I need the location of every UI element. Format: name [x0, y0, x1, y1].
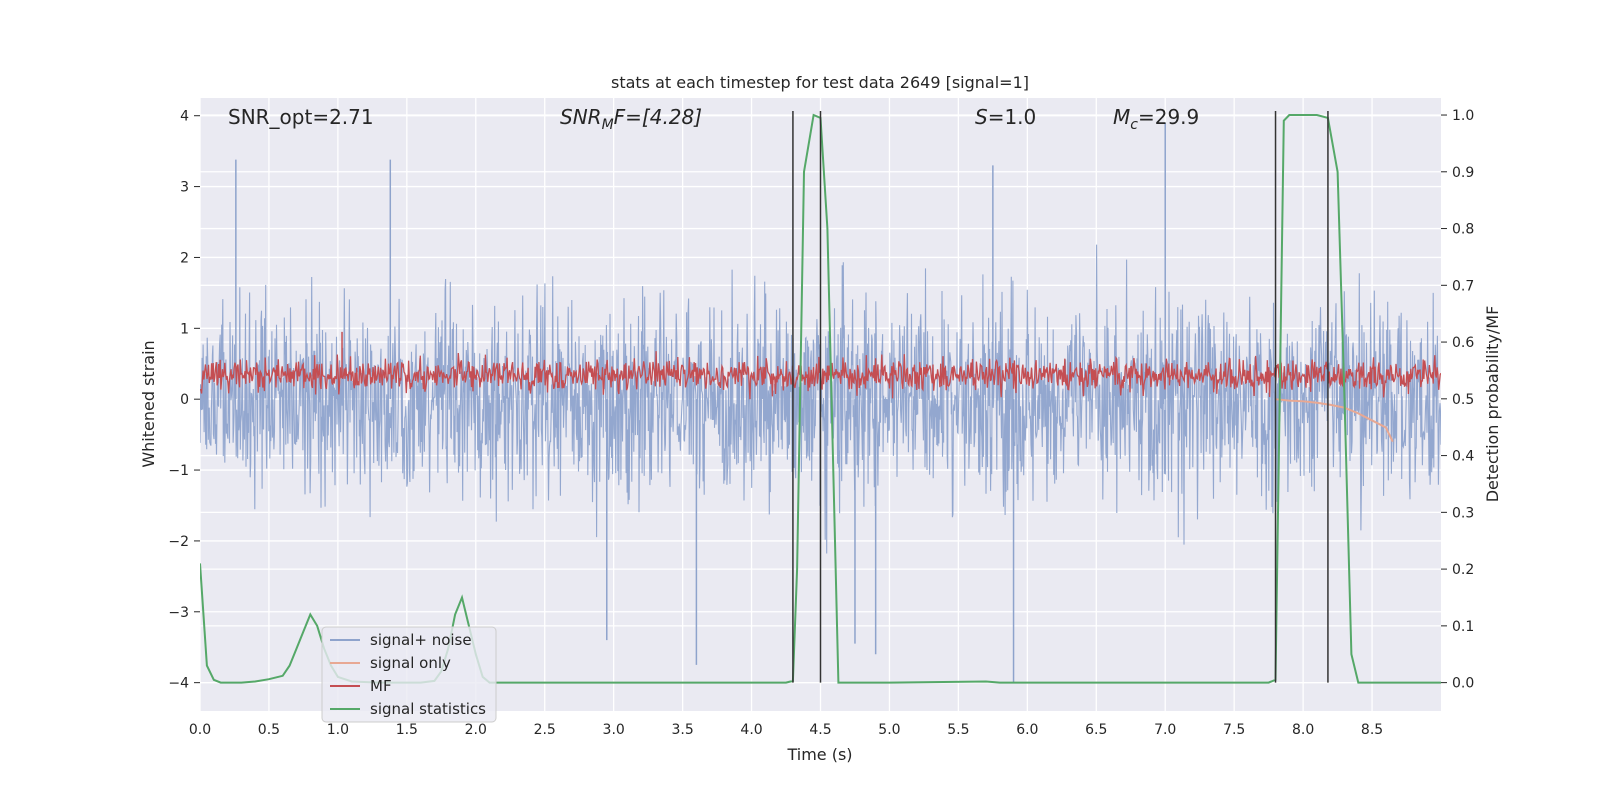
x-tick-label: 7.5 — [1223, 722, 1245, 738]
y-left-tick-label: 4 — [180, 109, 189, 125]
y-left-tick-label: −1 — [168, 463, 189, 479]
x-tick-label: 4.0 — [740, 722, 762, 738]
y-left-tick-label: −3 — [168, 605, 189, 621]
x-tick-label: 8.5 — [1361, 722, 1383, 738]
chart-title: stats at each timestep for test data 264… — [611, 73, 1029, 92]
x-tick-labels: 0.0 0.5 1.0 1.5 2.0 2.5 3.0 3.5 4.0 4.5 5.0 5.5 6.0 6… — [189, 722, 1383, 738]
y-right-tick-label: 0.3 — [1452, 505, 1474, 521]
x-tick-label: 1.0 — [327, 722, 349, 738]
x-tick-label: 7.0 — [1154, 722, 1176, 738]
y-right-tick-label: 0.1 — [1452, 619, 1474, 635]
y-left-tick-label: 3 — [180, 180, 189, 196]
series-signal-statistics — [200, 113, 1441, 684]
x-tick-label: 0.0 — [189, 722, 211, 738]
y-left-tick-label: −2 — [168, 534, 189, 550]
series-signal-only — [1275, 398, 1394, 443]
x-tick-label: 6.5 — [1085, 722, 1107, 738]
y-right-tick-label: 0.6 — [1452, 335, 1474, 351]
mc-annotation: Mc=29.9 — [1113, 105, 1199, 133]
x-tick-label: 3.5 — [671, 722, 693, 738]
legend: signal+ noise signal only MF signal stat… — [321, 626, 497, 723]
y-right-tick-label: 0.7 — [1452, 278, 1474, 294]
x-tick-label: 6.0 — [1016, 722, 1038, 738]
y-left-tick-labels: 4 3 2 1 0 −1 −2 −3 −4 — [168, 109, 200, 692]
x-axis-label: Time (s) — [786, 745, 852, 764]
x-tick-label: 2.0 — [465, 722, 487, 738]
y-left-tick-label: 1 — [180, 321, 189, 337]
y-left-axis-label: Whitened strain — [139, 340, 158, 467]
legend-label-mf: MF — [370, 677, 392, 695]
legend-label-signal-only: signal only — [370, 654, 451, 672]
x-tick-label: 0.5 — [258, 722, 280, 738]
x-tick-label: 4.5 — [809, 722, 831, 738]
y-right-tick-label: 0.8 — [1452, 222, 1474, 238]
x-tick-label: 5.0 — [878, 722, 900, 738]
y-right-tick-labels: 1.0 0.9 0.8 0.7 0.6 0.5 0.4 0.3 0.2 0.1 0.0 — [1441, 108, 1474, 692]
y-right-tick-label: 1.0 — [1452, 108, 1474, 124]
x-tick-label: 1.5 — [396, 722, 418, 738]
snr-opt-annotation: SNR_opt=2.71 — [228, 105, 374, 129]
y-right-tick-label: 0.2 — [1452, 562, 1474, 578]
y-left-tick-label: 0 — [180, 392, 189, 408]
y-right-axis-label: Detection probability/MF — [1483, 306, 1502, 503]
x-tick-label: 3.0 — [603, 722, 625, 738]
legend-label-signal-statistics: signal statistics — [370, 700, 486, 718]
snr-mf-annotation: SNRMF=[4.28] — [560, 105, 702, 133]
y-left-tick-label: −4 — [168, 676, 189, 692]
x-tick-label: 8.0 — [1292, 722, 1314, 738]
s-annotation: S=1.0 — [975, 105, 1036, 129]
y-right-tick-label: 0.9 — [1452, 165, 1474, 181]
x-tick-label: 2.5 — [534, 722, 556, 738]
x-tick-label: 5.5 — [947, 722, 969, 738]
y-right-tick-label: 0.0 — [1452, 676, 1474, 692]
legend-box — [321, 626, 497, 723]
y-right-tick-label: 0.5 — [1452, 392, 1474, 408]
y-right-tick-label: 0.4 — [1452, 449, 1474, 465]
legend-label-signal-noise: signal+ noise — [370, 631, 472, 649]
y-left-tick-label: 2 — [180, 250, 189, 266]
